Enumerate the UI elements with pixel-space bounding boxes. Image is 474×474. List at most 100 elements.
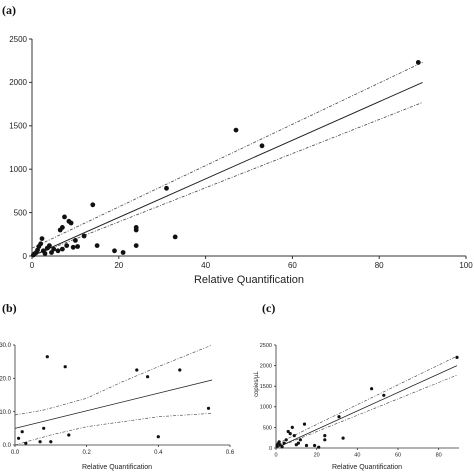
panel-b-confidence-bands [14, 344, 213, 446]
y-tick-label: 500 [263, 425, 272, 431]
regression-line [275, 365, 458, 449]
panel-c-axes: 0 20 40 60 80 0 500 1000 1500 2000 2500 [260, 343, 459, 459]
data-point [75, 244, 80, 249]
data-point [81, 233, 87, 239]
data-point [42, 426, 46, 430]
y-tick-label: 2000 [260, 364, 272, 370]
data-point [164, 185, 169, 191]
x-tick-label: 0 [30, 261, 35, 270]
x-tick-label: 0.0 [11, 450, 20, 456]
y-tick-label: 1500 [9, 122, 27, 131]
x-tick-label: 60 [395, 453, 401, 459]
data-point [60, 246, 65, 252]
data-point [284, 438, 288, 442]
confidence-band-lower [14, 412, 213, 446]
panel-b-label: (b) [2, 301, 17, 315]
data-point [278, 443, 282, 447]
y-tick-label: 1000 [9, 165, 27, 174]
panel-c-regression-line [275, 365, 458, 449]
data-point [55, 248, 61, 254]
data-point [288, 432, 292, 436]
regression-line [31, 81, 423, 257]
data-point [337, 415, 341, 419]
data-point [172, 234, 178, 240]
data-point [64, 243, 70, 249]
panel-a-label: (a) [2, 3, 16, 17]
data-point [67, 433, 71, 437]
x-tick-label: 20 [314, 453, 320, 459]
panel-c: (c) 0 20 40 60 80 0 500 1000 1500 2000 2500 copies… [254, 301, 459, 471]
y-tick-label: 0 [269, 446, 272, 452]
panel-c-xlabel: Relative Quantification [332, 464, 402, 471]
data-point [296, 441, 300, 445]
data-point [133, 243, 139, 249]
data-point [178, 368, 182, 372]
data-point [277, 440, 281, 444]
data-point [455, 355, 459, 359]
data-point [313, 443, 317, 448]
x-tick-label: 0 [274, 453, 277, 459]
data-point [282, 441, 286, 445]
x-tick-label: 0.2 [82, 450, 91, 456]
y-tick-label: 30.0 [0, 343, 12, 349]
data-point [17, 436, 21, 440]
x-tick-label: 0.4 [154, 450, 163, 456]
y-tick-label: 0.0 [3, 443, 12, 449]
x-tick-label: 0.6 [226, 450, 235, 456]
data-point [133, 225, 139, 230]
data-point [233, 127, 239, 133]
confidence-band-lower [31, 102, 423, 257]
panel-a-points [30, 60, 421, 258]
data-point [51, 246, 57, 252]
data-point [112, 248, 117, 254]
confidence-band-lower [275, 374, 458, 449]
data-point [206, 406, 211, 410]
data-point [382, 393, 386, 397]
data-point [90, 202, 96, 208]
data-point [94, 243, 100, 249]
data-point [298, 438, 302, 442]
data-point [415, 60, 421, 65]
confidence-band-upper [275, 355, 458, 445]
data-point [68, 220, 74, 226]
data-point [323, 434, 327, 438]
data-point [63, 365, 67, 369]
panel-c-ylabel: copies/µL [254, 370, 260, 396]
data-point [302, 422, 307, 426]
panel-a-confidence-bands [31, 62, 423, 257]
data-point [42, 251, 48, 256]
panel-c-confidence-bands [275, 355, 458, 449]
panel-b-xlabel: Relative Quantification [82, 464, 152, 471]
data-point [47, 243, 52, 249]
data-point [49, 440, 53, 444]
data-point [24, 441, 28, 445]
data-point [290, 425, 294, 429]
data-point [146, 375, 150, 379]
x-tick-label: 40 [354, 453, 360, 459]
panel-b-regression-line [14, 379, 213, 429]
data-point [38, 241, 44, 247]
panel-b: (b) 0.0 0.2 0.4 0.6 0.0 10.0 20.0 30.0 Relative… [0, 301, 235, 471]
data-point [304, 443, 309, 448]
y-tick-label: 2500 [260, 343, 272, 349]
y-tick-label: 500 [14, 208, 28, 217]
panel-c-label: (c) [262, 301, 275, 315]
data-point [73, 238, 78, 243]
panel-c-points [275, 355, 459, 449]
data-point [323, 438, 327, 442]
x-tick-label: 20 [114, 261, 123, 270]
y-tick-label: 2000 [9, 78, 27, 87]
data-point [156, 435, 160, 439]
data-point [20, 430, 24, 434]
data-point [60, 225, 65, 230]
data-point [292, 434, 296, 438]
data-point [45, 355, 49, 359]
x-tick-label: 40 [201, 261, 210, 270]
data-point [286, 429, 290, 434]
x-tick-label: 60 [288, 261, 297, 270]
data-point [135, 368, 139, 372]
confidence-band-upper [14, 344, 213, 416]
y-tick-label: 2500 [9, 35, 27, 44]
